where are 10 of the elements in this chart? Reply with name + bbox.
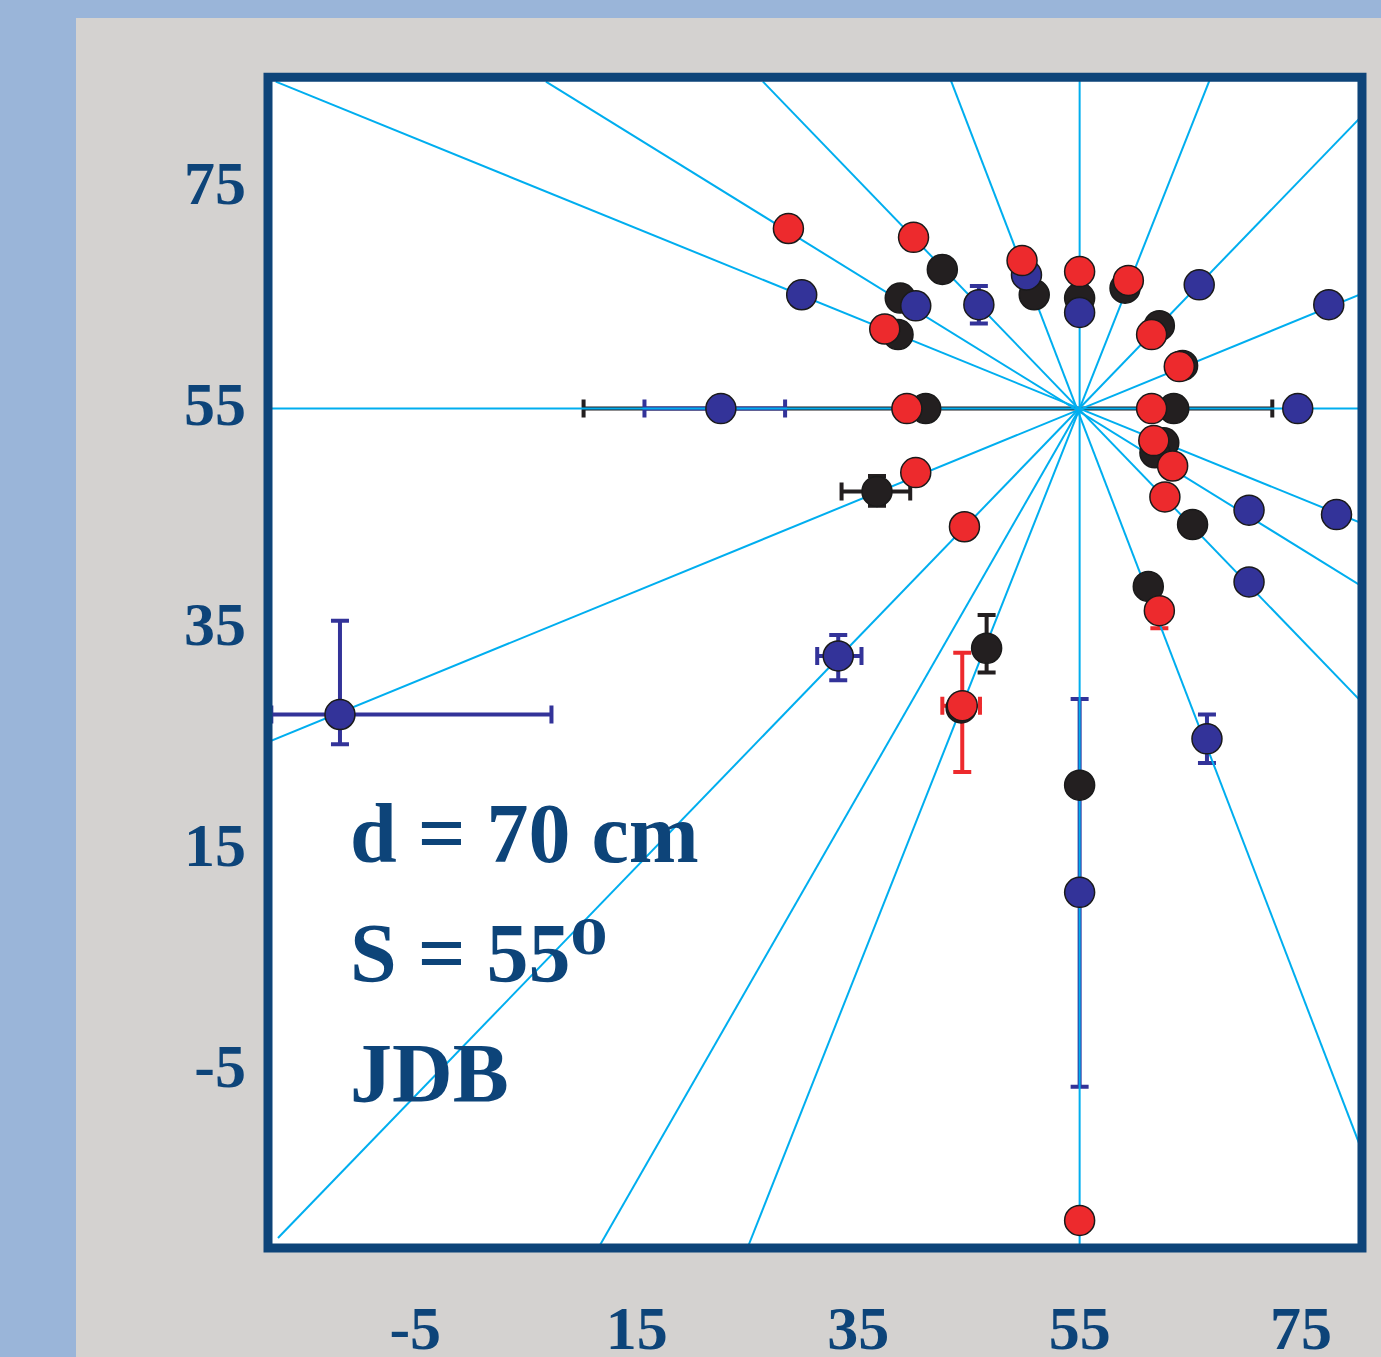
- y-tick-label: -5: [194, 1032, 246, 1101]
- x-tick-label: -5: [389, 1294, 442, 1357]
- y-tick-label: 15: [184, 811, 246, 880]
- x-tick-label: 15: [605, 1294, 668, 1357]
- x-tick-label: 75: [1270, 1294, 1333, 1357]
- x-tick-label: 55: [1048, 1294, 1111, 1357]
- y-tick-label: 35: [184, 590, 246, 659]
- y-tick-label: 55: [184, 369, 246, 438]
- y-tick-label: 75: [184, 148, 246, 217]
- x-tick-label: 35: [827, 1294, 890, 1357]
